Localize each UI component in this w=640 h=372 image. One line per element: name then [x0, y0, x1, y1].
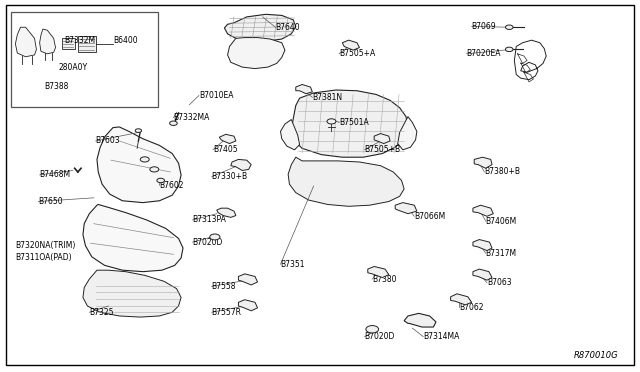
Circle shape: [157, 178, 164, 183]
Polygon shape: [239, 300, 257, 311]
Circle shape: [210, 234, 220, 240]
Polygon shape: [473, 205, 493, 216]
Text: B7603: B7603: [96, 137, 120, 145]
Circle shape: [366, 326, 379, 333]
Text: B7351: B7351: [280, 260, 305, 269]
Text: B7650: B7650: [38, 197, 63, 206]
Text: B7505+A: B7505+A: [339, 49, 376, 58]
Polygon shape: [397, 116, 417, 150]
Text: B7330+B: B7330+B: [212, 172, 248, 181]
Polygon shape: [404, 313, 436, 327]
Text: B7332MA: B7332MA: [173, 113, 210, 122]
Polygon shape: [217, 208, 236, 217]
Text: B7320NA(TRIM): B7320NA(TRIM): [15, 241, 76, 250]
Polygon shape: [451, 294, 472, 305]
Text: B7020D: B7020D: [193, 238, 223, 247]
Text: B7332M: B7332M: [64, 36, 95, 45]
Polygon shape: [225, 14, 296, 41]
Text: 280A0Y: 280A0Y: [59, 63, 88, 72]
Text: B7505+B: B7505+B: [365, 145, 401, 154]
Polygon shape: [280, 119, 300, 150]
Circle shape: [140, 157, 149, 162]
Text: R870010G: R870010G: [573, 351, 618, 360]
Polygon shape: [291, 90, 408, 157]
Polygon shape: [374, 134, 390, 144]
Polygon shape: [97, 127, 181, 203]
Text: B7468M: B7468M: [40, 170, 71, 179]
Polygon shape: [231, 160, 251, 170]
Polygon shape: [40, 29, 56, 54]
Text: B7380: B7380: [372, 275, 397, 283]
Text: B7557R: B7557R: [212, 308, 242, 317]
Polygon shape: [228, 38, 285, 68]
Polygon shape: [342, 40, 360, 50]
Polygon shape: [288, 157, 404, 206]
Text: B7066M: B7066M: [414, 212, 445, 221]
Bar: [11, 13, 157, 107]
Text: B7325: B7325: [90, 308, 114, 317]
Polygon shape: [83, 205, 183, 272]
Text: B7558: B7558: [212, 282, 236, 291]
Polygon shape: [239, 274, 257, 285]
Text: B7388: B7388: [45, 82, 69, 91]
Text: B7640: B7640: [275, 23, 300, 32]
Text: B7020D: B7020D: [365, 332, 395, 341]
Text: B7063: B7063: [487, 278, 511, 287]
Polygon shape: [15, 27, 36, 57]
Circle shape: [506, 47, 513, 52]
Polygon shape: [368, 266, 389, 278]
Text: B7602: B7602: [159, 181, 184, 190]
Circle shape: [135, 129, 141, 132]
Text: B7062: B7062: [459, 302, 483, 312]
Polygon shape: [78, 36, 96, 52]
Text: B7311OA(PAD): B7311OA(PAD): [15, 253, 72, 263]
Text: B7020EA: B7020EA: [467, 49, 501, 58]
Polygon shape: [220, 134, 236, 144]
Circle shape: [150, 167, 159, 172]
Text: B7010EA: B7010EA: [199, 91, 234, 100]
Text: B7405: B7405: [213, 145, 237, 154]
Text: B7069: B7069: [472, 22, 496, 31]
Polygon shape: [83, 270, 181, 317]
Text: B7381N: B7381N: [312, 93, 342, 102]
Polygon shape: [395, 203, 417, 214]
Text: B7313PA: B7313PA: [193, 215, 227, 224]
Circle shape: [506, 25, 513, 29]
Text: B7406M: B7406M: [486, 217, 517, 225]
Text: B7314MA: B7314MA: [423, 332, 460, 341]
Polygon shape: [473, 240, 492, 251]
Text: B7380+B: B7380+B: [484, 167, 520, 176]
Polygon shape: [62, 38, 75, 49]
Circle shape: [170, 121, 177, 125]
Text: B7317M: B7317M: [486, 249, 517, 258]
Text: B7501A: B7501A: [339, 118, 369, 127]
Polygon shape: [474, 157, 492, 168]
Circle shape: [327, 119, 336, 124]
Text: B6400: B6400: [113, 36, 138, 45]
Polygon shape: [473, 269, 492, 280]
Polygon shape: [296, 84, 312, 94]
